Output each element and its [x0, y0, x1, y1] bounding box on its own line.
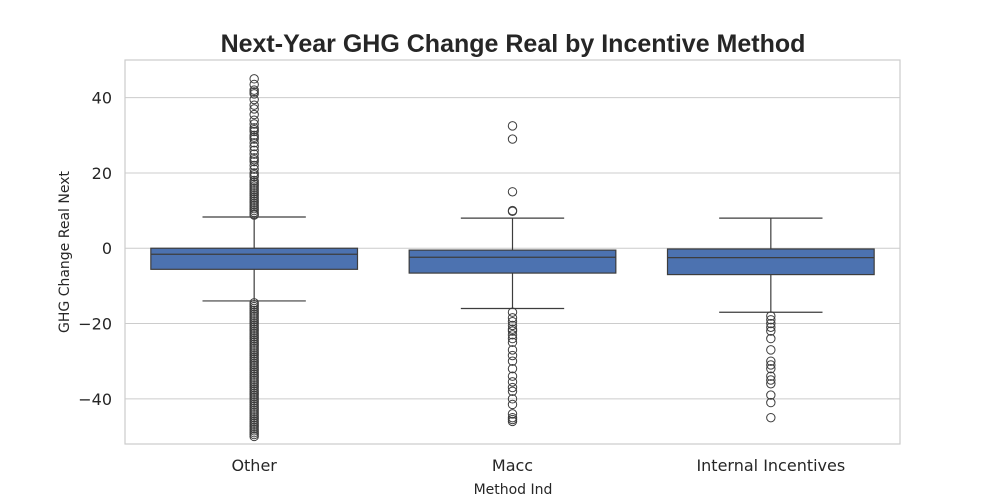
outlier-point: [507, 206, 518, 217]
outlier-point: [766, 397, 776, 408]
outlier-point: [507, 399, 518, 410]
outlier-point: [766, 379, 776, 389]
outlier-point: [766, 315, 776, 325]
outlier-point: [766, 412, 776, 423]
outlier-point: [766, 360, 776, 370]
outlier-point: [507, 320, 518, 331]
outlier-point: [249, 94, 259, 105]
outlier-point: [249, 141, 259, 152]
outlier-point: [507, 382, 518, 393]
outlier-point: [507, 205, 518, 216]
outlier-point: [249, 210, 259, 220]
outlier-point: [507, 416, 518, 427]
iqr-box: [666, 248, 875, 276]
outlier-point: [249, 160, 259, 171]
outlier-point: [249, 109, 259, 120]
outlier-point: [766, 326, 776, 336]
outlier-point: [249, 115, 259, 125]
outlier-point: [766, 318, 776, 329]
outlier-point: [507, 187, 518, 197]
x-tick-labels: Other Macc Internal Incentives: [231, 456, 845, 475]
y-tick-label: 0: [102, 239, 112, 258]
outlier-point: [249, 74, 259, 84]
outlier-point: [507, 345, 518, 355]
outlier-point: [507, 326, 518, 336]
y-tick-label: −40: [78, 390, 112, 409]
outlier-point: [507, 134, 518, 144]
outlier-point: [766, 345, 776, 355]
outlier-point: [507, 313, 518, 323]
outlier-point: [507, 350, 518, 361]
outlier-point: [249, 156, 259, 167]
outlier-point: [249, 119, 259, 129]
outlier-point: [507, 409, 518, 419]
y-tick-label: −20: [78, 315, 112, 334]
plot-frame: [124, 59, 901, 445]
outlier-point: [507, 386, 518, 396]
y-tick-label: 20: [92, 164, 112, 183]
x-tick-label: Other: [231, 456, 277, 475]
outlier-point: [766, 311, 776, 321]
boxes-layer: [150, 74, 875, 442]
box-group: [150, 74, 359, 442]
box-group: [666, 217, 875, 423]
outlier-point: [507, 414, 518, 425]
outlier-point: [507, 377, 518, 387]
outlier-point: [249, 145, 259, 156]
outlier-point: [507, 121, 518, 131]
outlier-point: [249, 79, 259, 90]
chart-title: Next-Year GHG Change Real by Incentive M…: [221, 30, 806, 58]
outlier-point: [766, 364, 776, 374]
iqr-box: [150, 247, 359, 270]
outlier-point: [766, 390, 776, 400]
x-tick-label: Macc: [492, 456, 533, 475]
y-tick-label: 40: [92, 89, 112, 108]
outlier-point: [507, 316, 518, 327]
outlier-point: [249, 104, 259, 114]
outlier-point: [249, 172, 259, 182]
outlier-point: [766, 375, 776, 385]
outlier-point: [249, 126, 259, 137]
outlier-point: [507, 337, 518, 348]
outlier-point: [766, 356, 776, 366]
outlier-point: [507, 356, 518, 366]
outlier-point: [507, 364, 518, 374]
outlier-point: [249, 138, 259, 148]
outlier-point: [507, 394, 518, 404]
outlier-point: [249, 89, 259, 99]
x-tick-label: Internal Incentives: [696, 456, 845, 475]
outlier-point: [507, 333, 518, 344]
outlier-point: [249, 100, 259, 110]
outlier-point: [507, 307, 518, 317]
iqr-box: [408, 249, 617, 274]
outlier-point: [249, 431, 259, 442]
box-group: [408, 121, 617, 427]
x-axis-label: Method Ind: [474, 482, 553, 498]
outlier-point: [249, 134, 259, 144]
outlier-point: [249, 149, 259, 159]
outlier-point: [507, 371, 518, 381]
outlier-point: [766, 322, 776, 332]
outlier-point: [766, 333, 776, 344]
y-axis-label: GHG Change Real Next: [57, 171, 73, 333]
outlier-point: [249, 164, 259, 174]
y-tick-labels: −40 −20 0 20 40: [78, 89, 112, 409]
outlier-point: [507, 330, 518, 340]
outlier-point: [766, 371, 776, 381]
